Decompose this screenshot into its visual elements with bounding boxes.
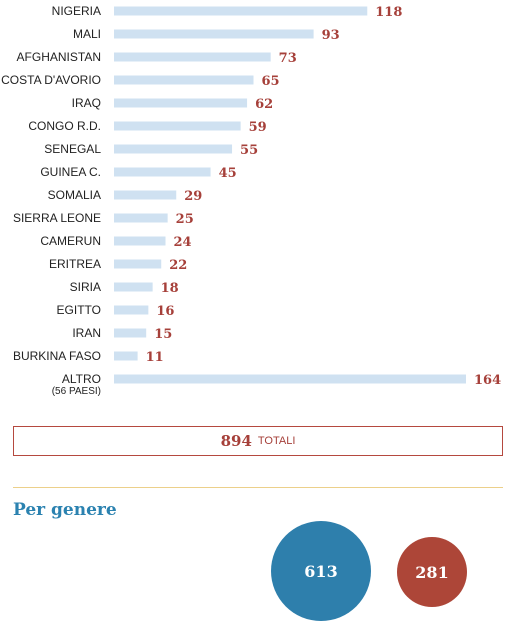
bar-egitto <box>114 305 149 315</box>
bar-guinea-c- <box>114 167 211 177</box>
totals-label: TOTALI <box>257 435 296 447</box>
bar-somalia <box>114 190 177 200</box>
bar-eritrea <box>114 259 162 269</box>
totals-box: 894 TOTALI <box>13 426 503 456</box>
category-label: COSTA D'AVORIO <box>1 73 101 87</box>
value-label: 118 <box>375 5 402 20</box>
value-label: 164 <box>474 373 501 388</box>
bar-burkina-faso <box>114 351 138 361</box>
category-label: MALI <box>73 27 101 41</box>
bar-congo-r-d- <box>114 121 241 131</box>
value-label: 73 <box>279 51 297 66</box>
category-label: ERITREA <box>49 257 101 271</box>
value-label: 29 <box>184 189 202 204</box>
bubble-female-value: 281 <box>415 562 449 582</box>
category-label: GUINEA C. <box>40 165 101 179</box>
section-divider <box>13 487 503 488</box>
value-label: 16 <box>156 304 174 319</box>
category-label: SIERRA LEONE <box>13 211 101 225</box>
value-label: 65 <box>262 74 280 89</box>
category-label: IRAQ <box>72 96 101 110</box>
bar-altro <box>114 374 466 384</box>
bar-iran <box>114 328 147 338</box>
bar-iraq <box>114 98 248 108</box>
category-label: AFGHANISTAN <box>17 50 101 64</box>
category-label: SIRIA <box>70 280 101 294</box>
value-label: 55 <box>240 143 258 158</box>
category-sublabel: (56 PAESI) <box>52 386 101 397</box>
bar-camerun <box>114 236 166 246</box>
category-label: BURKINA FASO <box>13 349 101 363</box>
bar-nigeria <box>114 6 368 16</box>
bar-chart: NIGERIA 118 MALI 93 AFGHANISTAN 73 COSTA D'AVO… <box>1 4 501 397</box>
bar-senegal <box>114 144 233 154</box>
category-label: IRAN <box>72 326 101 340</box>
value-label: 15 <box>154 327 172 342</box>
value-label: 93 <box>322 28 340 43</box>
section-title: Per genere <box>13 500 117 520</box>
value-label: 11 <box>146 350 164 365</box>
bubble-male: 613 <box>271 521 371 621</box>
value-label: 22 <box>169 258 187 273</box>
value-label: 59 <box>249 120 267 135</box>
category-label: CONGO R.D. <box>28 119 101 133</box>
totals-value: 894 <box>220 432 252 450</box>
bar-mali <box>114 29 314 39</box>
value-label: 24 <box>174 235 192 250</box>
category-label: NIGERIA <box>52 4 101 18</box>
category-label: EGITTO <box>57 303 101 317</box>
category-label: CAMERUN <box>40 234 101 248</box>
value-label: 62 <box>255 97 273 112</box>
category-label: ALTRO <box>62 372 101 386</box>
bar-afghanistan <box>114 52 271 62</box>
bar-siria <box>114 282 153 292</box>
category-label: SOMALIA <box>48 188 101 202</box>
bubble-female: 281 <box>397 537 467 607</box>
value-label: 18 <box>161 281 179 296</box>
bar-costa-d-avorio <box>114 75 254 85</box>
value-label: 45 <box>219 166 237 181</box>
bubble-male-value: 613 <box>304 561 338 581</box>
value-label: 25 <box>176 212 194 227</box>
category-label: SENEGAL <box>44 142 101 156</box>
bar-sierra-leone <box>114 213 168 223</box>
